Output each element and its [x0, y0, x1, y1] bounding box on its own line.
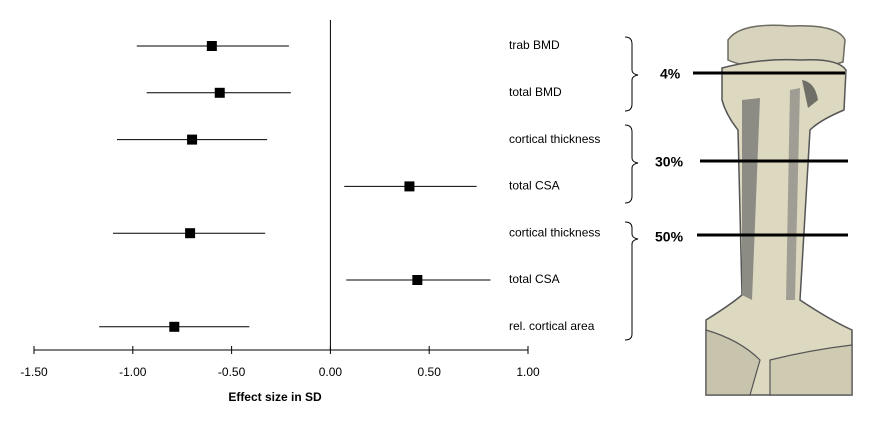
- group-label: 50%: [655, 229, 684, 245]
- point-estimate: [187, 134, 198, 145]
- category-label: trab BMD: [509, 38, 560, 52]
- x-tick-label: -1.50: [20, 365, 48, 379]
- category-label: cortical thickness: [509, 132, 600, 146]
- point-estimate: [206, 41, 217, 51]
- x-tick-label: -0.50: [218, 365, 246, 379]
- category-label: total CSA: [509, 179, 560, 193]
- x-tick-label: 0.50: [418, 365, 442, 379]
- brace: [624, 36, 639, 112]
- group-label: 4%: [660, 66, 681, 82]
- x-tick-label: 1.00: [516, 365, 540, 379]
- point-estimate: [412, 275, 423, 285]
- point-estimate: [185, 228, 196, 239]
- group-label: 30%: [655, 154, 684, 170]
- category-label: rel. cortical area: [509, 319, 595, 333]
- x-tick-label: 0.00: [319, 365, 343, 379]
- brace: [624, 221, 639, 341]
- x-axis-title: Effect size in SD: [228, 390, 322, 404]
- brace: [624, 124, 639, 204]
- category-label: total CSA: [509, 272, 560, 286]
- point-estimate: [169, 321, 180, 332]
- category-label: cortical thickness: [509, 225, 600, 239]
- point-estimate: [214, 87, 225, 98]
- x-tick-label: -1.00: [119, 365, 147, 379]
- category-label: total BMD: [509, 85, 562, 99]
- point-estimate: [404, 181, 415, 192]
- bone-illustration: [705, 20, 866, 400]
